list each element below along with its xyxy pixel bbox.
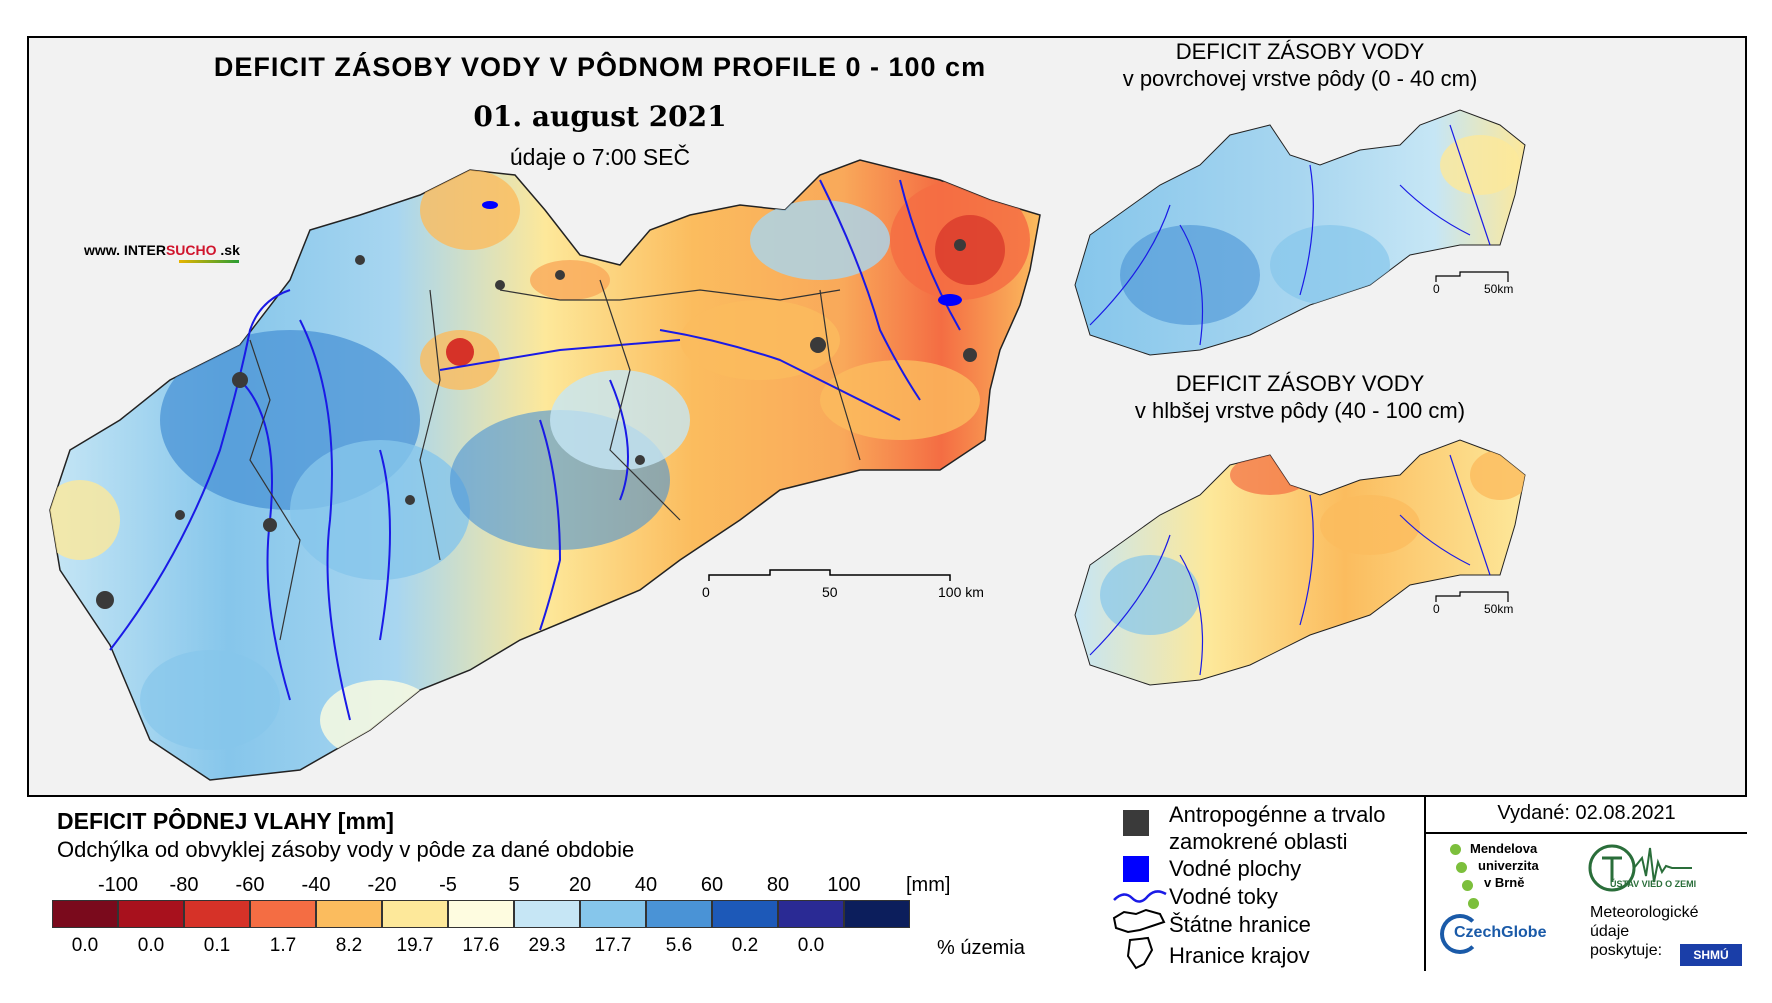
- legend-tick: -100: [97, 874, 139, 896]
- legend-swatch: [844, 900, 910, 928]
- legend-tick: 20: [568, 874, 592, 896]
- legend-swatch: [778, 900, 844, 928]
- main-scalebar-0: 0: [702, 584, 710, 600]
- legend-percentage: 0.0: [71, 935, 99, 956]
- legend-swatch: [712, 900, 778, 928]
- legend-region-border: Hranice krajov: [1169, 943, 1310, 968]
- legend-tick: -5: [439, 874, 457, 896]
- issued-date: Vydané: 02.08.2021: [1497, 802, 1676, 824]
- divider: [1424, 795, 1426, 971]
- legend-swatch: [184, 900, 250, 928]
- main-scalebar-100: 100 km: [938, 584, 984, 600]
- main-scalebar-50: 50: [822, 584, 838, 600]
- legend-percentage: 0.1: [203, 935, 231, 956]
- river-symbol: [1113, 890, 1167, 903]
- time-note: údaje o 7:00 SEČ: [509, 144, 691, 170]
- inset-top-scalebar-50: 50km: [1484, 282, 1514, 296]
- legend-swatch: [382, 900, 448, 928]
- website-link[interactable]: www. INTERSUCHO .sk: [84, 242, 240, 263]
- legend-percentage: 17.6: [462, 935, 500, 956]
- inset-bottom-title: DEFICIT ZÁSOBY VODY v hlbšej vrstve pôdy…: [1134, 371, 1466, 423]
- legend-percentage: 8.2: [335, 935, 363, 956]
- legend-swatch: [580, 900, 646, 928]
- legend-percentage: 1.7: [269, 935, 297, 956]
- legend-tick: -80: [169, 874, 199, 896]
- legend-rivers: Vodné toky: [1169, 884, 1278, 909]
- main-map: [49, 159, 1041, 781]
- legend-water-areas: Vodné plochy: [1169, 856, 1302, 881]
- divider: [1426, 832, 1747, 834]
- shmu-logo: SHMÚ: [1680, 944, 1742, 966]
- inset-bottom-map: [1074, 439, 1526, 686]
- legend-percentage: 5.6: [665, 935, 693, 956]
- legend-swatch: [448, 900, 514, 928]
- date-label: 01. august 2021: [473, 100, 727, 133]
- legend-percentage: 0.0: [137, 935, 165, 956]
- legend-unit: [mm]: [906, 874, 951, 896]
- legend-percentage: 0.2: [731, 935, 759, 956]
- inset-top-title: DEFICIT ZÁSOBY VODY v povrchovej vrstve …: [1122, 39, 1478, 91]
- legend-swatch: [514, 900, 580, 928]
- legend-swatch: [316, 900, 382, 928]
- legend-tick: 80: [766, 874, 790, 896]
- main-title: DEFICIT ZÁSOBY VODY V PÔDNOM PROFILE 0 -…: [213, 52, 987, 82]
- czechglobe-logo: CzechGlobe: [1440, 912, 1580, 962]
- legend-percentage: 19.7: [396, 935, 434, 956]
- inset-top-map: [1074, 109, 1526, 356]
- legend-tick: 100: [827, 874, 861, 896]
- legend-percentage: 17.7: [594, 935, 632, 956]
- inset-bottom-scalebar-0: 0: [1433, 602, 1440, 616]
- ustav-label: ÚSTAV VIED O ZEMI: [1610, 879, 1697, 889]
- legend-title: DEFICIT PÔDNEJ VLAHY [mm]: [57, 808, 394, 834]
- legend-swatch: [646, 900, 712, 928]
- anthropogenic-swatch: [1123, 810, 1149, 836]
- legend-tick: -60: [235, 874, 265, 896]
- percent-label: % územia: [937, 937, 1025, 959]
- legend-swatch: [52, 900, 118, 928]
- legend-anthropogenic: Antropogénne a trvalo zamokrené oblasti: [1169, 802, 1386, 854]
- legend-swatch: [250, 900, 316, 928]
- legend-tick: 40: [634, 874, 658, 896]
- inset-bottom-scalebar: [1435, 591, 1509, 602]
- water-area-swatch: [1123, 856, 1149, 882]
- state-border-symbol: [1112, 908, 1166, 934]
- main-scalebar: [708, 569, 951, 581]
- legend-percentage: 0.0: [797, 935, 825, 956]
- meteo-credit: Meteorologické údaje poskytuje:: [1590, 904, 1699, 959]
- legend-swatch: [118, 900, 184, 928]
- legend-state-border: Štátne hranice: [1169, 912, 1311, 937]
- legend-tick: -20: [367, 874, 397, 896]
- legend-tick: 5: [508, 874, 520, 896]
- ustav-logo: [1588, 844, 1692, 892]
- inset-top-scalebar: [1435, 271, 1509, 282]
- inset-top-scalebar-0: 0: [1433, 282, 1440, 296]
- legend-percentage: 29.3: [528, 935, 566, 956]
- legend-tick: 60: [700, 874, 724, 896]
- region-border-symbol: [1126, 936, 1154, 970]
- legend-tick: -40: [301, 874, 331, 896]
- inset-bottom-scalebar-50: 50km: [1484, 602, 1514, 616]
- legend-subtitle: Odchýlka od obvyklej zásoby vody v pôde …: [57, 837, 635, 862]
